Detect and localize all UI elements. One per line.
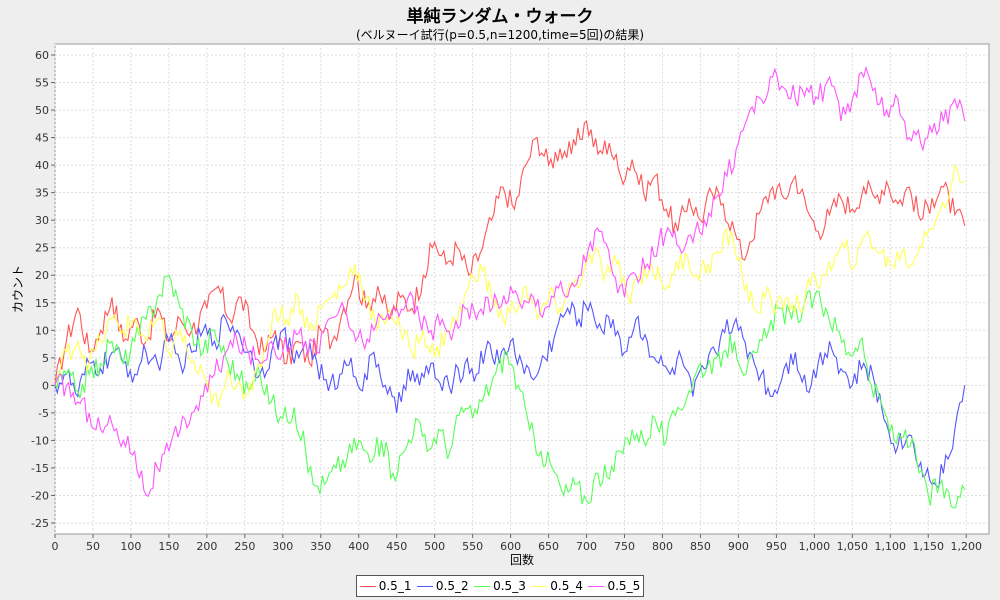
legend-label: 0.5_5 (607, 579, 641, 593)
y-tick-label: 45 (35, 132, 49, 145)
series-line-0.5_2 (54, 299, 966, 489)
x-tick-label: 550 (462, 540, 483, 553)
legend-item: 0.5_2 (416, 579, 469, 593)
x-tick-label: 100 (120, 540, 141, 553)
legend-item: 0.5_1 (359, 579, 412, 593)
series-line-0.5_3 (54, 274, 966, 509)
x-tick-label: 500 (424, 540, 445, 553)
y-tick-label: 40 (35, 159, 49, 172)
x-tick-label: 750 (614, 540, 635, 553)
y-tick-label: 10 (35, 324, 49, 337)
x-tick-label: 300 (272, 540, 293, 553)
series-line-0.5_4 (54, 163, 965, 408)
x-tick-label: 800 (652, 540, 673, 553)
y-axis-title: カウント (11, 265, 25, 313)
legend-swatch (359, 585, 376, 587)
chart-title: 単純ランダム・ウォーク (406, 7, 594, 27)
x-tick-label: 50 (86, 540, 100, 553)
legend-label: 0.5_1 (378, 579, 412, 593)
y-tick-label: 5 (42, 352, 49, 365)
series-line-0.5_5 (54, 65, 966, 497)
legend-swatch (474, 585, 491, 587)
y-tick-label: -15 (31, 462, 49, 475)
y-tick-label: 15 (35, 297, 49, 310)
legend-label: 0.5_4 (550, 579, 584, 593)
x-tick-label: 1,200 (950, 540, 982, 553)
series-line-0.5_1 (54, 119, 966, 386)
x-tick-label: 1,150 (913, 540, 945, 553)
axis-layer: 0 50 100 150 200 250 300 350 400 450 500 550 600 650 7… (31, 49, 982, 553)
x-tick-label: 700 (576, 540, 597, 553)
y-tick-label: 30 (35, 214, 49, 227)
x-tick-label: 1,100 (875, 540, 907, 553)
x-tick-label: 1,050 (837, 540, 869, 553)
legend-swatch (588, 585, 605, 587)
x-tick-label: 850 (690, 540, 711, 553)
legend-item: 0.5_5 (588, 579, 640, 593)
legend-label: 0.5_2 (435, 579, 469, 593)
legend-item: 0.5_3 (474, 579, 526, 593)
x-tick-label: 900 (728, 540, 749, 553)
y-tick-label: 55 (35, 77, 49, 90)
x-tick-label: 200 (196, 540, 217, 553)
legend-swatch (531, 585, 548, 587)
x-tick-label: 400 (348, 540, 369, 553)
x-axis-title: 回数 (510, 552, 534, 567)
y-tick-label: 50 (35, 104, 49, 117)
legend-swatch (416, 585, 433, 587)
x-tick-label: 600 (500, 540, 521, 553)
y-tick-label: 35 (35, 187, 49, 200)
grid-layer (54, 44, 989, 534)
x-tick-label: 450 (386, 540, 407, 553)
plot-background (54, 43, 990, 535)
legend-item: 0.5_4 (531, 579, 583, 593)
x-tick-label: 250 (234, 540, 255, 553)
y-tick-label: -25 (31, 517, 49, 530)
x-tick-label: 0 (52, 540, 59, 553)
y-tick-label: 25 (35, 242, 49, 255)
legend: 0.5_1 0.5_2 0.5_3 0.5_4 0.5_5 (356, 575, 644, 597)
y-tick-label: 60 (35, 49, 49, 62)
series-layer (54, 65, 966, 509)
legend-label: 0.5_3 (493, 579, 526, 593)
x-tick-label: 350 (310, 540, 331, 553)
y-tick-label: -20 (31, 489, 49, 502)
chart-subtitle: (ベルヌーイ試行(p=0.5,n=1200,time=5回)の結果) (355, 28, 645, 42)
y-tick-label: -5 (38, 407, 49, 420)
y-tick-label: 0 (42, 379, 49, 392)
x-tick-label: 650 (538, 540, 559, 553)
x-tick-label: 950 (766, 540, 787, 553)
y-tick-label: -10 (31, 434, 49, 447)
x-tick-label: 150 (158, 540, 179, 553)
y-tick-label: 20 (35, 269, 49, 282)
x-tick-label: 1,000 (799, 540, 831, 553)
